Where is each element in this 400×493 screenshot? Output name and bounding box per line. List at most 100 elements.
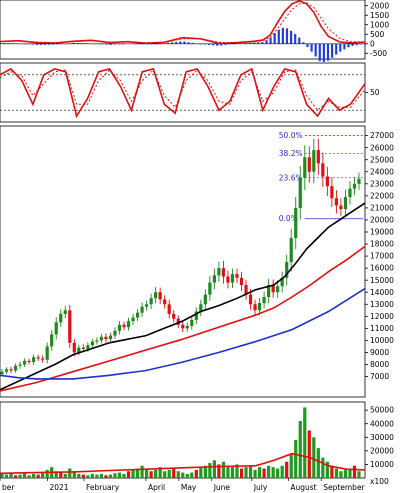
candle-body [126, 321, 131, 328]
volume-bar [199, 467, 203, 478]
macd-histogram-bar [269, 37, 272, 44]
candle-body [90, 341, 94, 346]
volume-bar [248, 465, 253, 478]
macd-histogram-bar [207, 43, 211, 45]
x-tick-label: 2021 [49, 483, 68, 492]
volume-bar [126, 471, 131, 478]
volume-bar [212, 460, 216, 478]
volume-tick-label: 10000 [370, 460, 394, 469]
macd-histogram-bar [294, 34, 297, 44]
macd-histogram-bar [199, 43, 202, 45]
volume-bar [280, 465, 284, 478]
volume-bar [271, 467, 275, 478]
candle-body [339, 205, 343, 210]
macd-histogram-bar [322, 43, 325, 62]
price-tick-label: 10000 [370, 336, 394, 345]
macd-histogram-bar [351, 43, 354, 46]
macd-histogram-bar [64, 43, 67, 45]
volume-bar [194, 469, 198, 478]
volume-bar [4, 474, 9, 478]
macd-histogram-bar [52, 43, 55, 45]
volume-bar [348, 468, 352, 478]
macd-histogram-bar [171, 42, 174, 44]
candle-body [267, 284, 271, 298]
macd-histogram-bar [134, 43, 137, 45]
macd-histogram-bar [76, 43, 79, 44]
candle-body [348, 188, 352, 198]
volume-bar [267, 465, 271, 478]
macd-histogram-bar [261, 42, 264, 44]
volume-bar [217, 464, 221, 478]
candle-body [280, 277, 284, 287]
candle-body [185, 325, 189, 329]
price-tick-label: 24000 [370, 167, 394, 176]
macd-histogram-bar [298, 37, 301, 44]
volume-line [0, 452, 366, 475]
volume-bar [343, 469, 348, 478]
candle-body [9, 369, 13, 371]
candle-body [0, 371, 4, 375]
stochastic-line [0, 69, 366, 111]
macd-tick-label: 0 [370, 39, 375, 48]
macd-histogram-bar [330, 43, 334, 58]
price-tick-label: 27000 [370, 131, 394, 140]
candle-body [131, 317, 135, 322]
macd-histogram-bar [154, 43, 157, 45]
volume-bar [285, 461, 289, 478]
volume-bar [253, 469, 257, 478]
x-tick-label: ber [2, 483, 15, 492]
candle-body [194, 311, 198, 320]
candle-body [352, 183, 357, 189]
volume-bar [131, 469, 135, 478]
macd-histogram-bar [179, 41, 182, 44]
volume-bar [289, 453, 293, 478]
candle-body [253, 304, 257, 311]
volume-bar [41, 471, 45, 478]
candle-body [334, 198, 339, 206]
candle-body [357, 178, 361, 184]
volume-bar [321, 457, 325, 478]
x-tick-label: August [290, 483, 316, 492]
volume-bar [86, 475, 90, 478]
candle-body [230, 274, 235, 283]
macd-histogram-bar [130, 43, 133, 45]
volume-bar [13, 475, 18, 478]
candle-body [285, 262, 289, 278]
volume-bar [172, 468, 176, 478]
volume-bar [294, 440, 298, 478]
volume-bar [185, 473, 189, 478]
macd-histogram-bar [232, 43, 235, 45]
volume-bar [203, 465, 207, 478]
macd-tick-label: 1500 [370, 11, 389, 20]
macd-histogram-bar [335, 43, 338, 55]
volume-bar [276, 468, 280, 478]
macd-histogram-bar [302, 42, 305, 44]
candle-body [325, 176, 329, 187]
macd-histogram-bar [150, 43, 153, 45]
price-tick-label: 18000 [370, 240, 394, 249]
macd-histogram-bar [158, 43, 161, 45]
price-tick-label: 22000 [370, 191, 394, 200]
volume-bar [108, 474, 113, 478]
macd-histogram-bar [105, 43, 108, 45]
macd-histogram-bar [281, 27, 284, 44]
volume-bar [163, 471, 167, 478]
candle-body [262, 297, 266, 304]
price-frame [0, 125, 366, 398]
price-tick-label: 15000 [370, 276, 394, 285]
macd-histogram-bar [31, 43, 34, 45]
macd-histogram-bar [101, 43, 104, 45]
candle-body [163, 299, 167, 305]
volume-bar [45, 469, 49, 478]
volume-bar [190, 472, 194, 478]
macd-histogram-bar [125, 43, 129, 45]
macd-histogram-bar [162, 43, 166, 44]
volume-bar [9, 472, 13, 478]
macd-frame [0, 0, 366, 60]
candle-body [104, 336, 108, 340]
volume-bar [262, 468, 266, 478]
candle-body [95, 340, 99, 342]
candle-body [330, 186, 334, 199]
macd-histogram-bar [343, 43, 346, 50]
volume-tick-label: 30000 [370, 433, 394, 442]
